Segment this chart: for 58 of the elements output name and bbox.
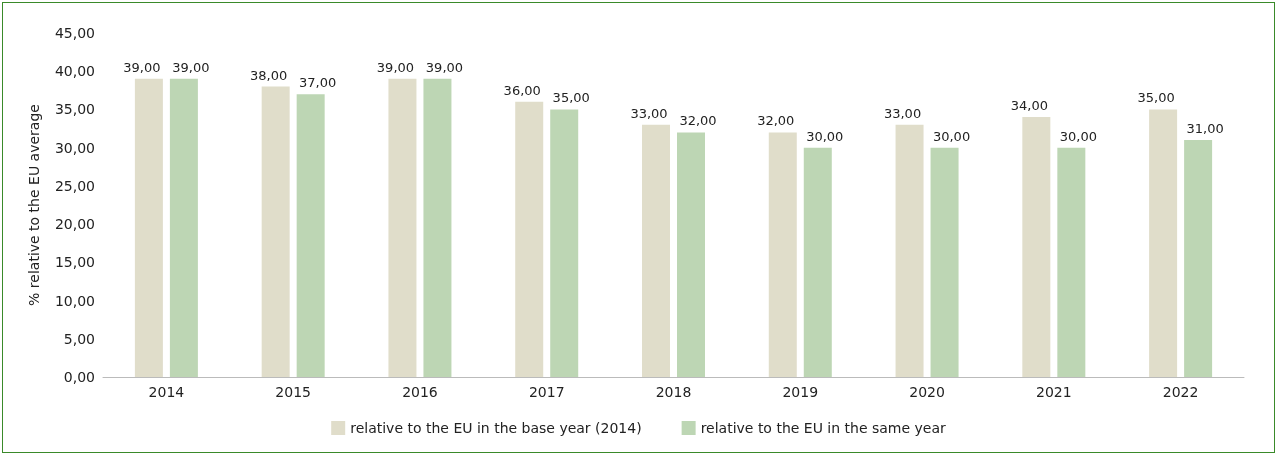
bar — [768, 132, 797, 377]
bar — [550, 109, 579, 377]
data-label: 32,00 — [679, 113, 717, 129]
bar — [423, 78, 452, 377]
data-label: 38,00 — [250, 67, 288, 83]
bar — [261, 86, 290, 377]
x-tick-label: 2019 — [782, 384, 819, 400]
data-label: 30,00 — [932, 128, 971, 144]
bar — [296, 94, 325, 377]
x-tick-label: 2016 — [402, 384, 438, 400]
bar — [515, 101, 544, 377]
bar — [1022, 117, 1051, 377]
data-label: 39,00 — [376, 59, 415, 75]
y-tick-label: 40,00 — [54, 63, 95, 80]
data-label: 37,00 — [299, 75, 337, 91]
bar — [895, 124, 924, 377]
data-label: 33,00 — [883, 105, 922, 121]
y-tick-label: 35,00 — [54, 101, 95, 118]
y-tick-label: 25,00 — [54, 177, 95, 194]
bar — [677, 132, 705, 377]
bar — [642, 124, 670, 377]
data-label: 39,00 — [425, 59, 464, 75]
x-tick-label: 2017 — [528, 384, 565, 400]
bar — [1057, 147, 1086, 377]
data-label: 31,00 — [1186, 121, 1224, 137]
y-tick-label: 5,00 — [63, 330, 95, 347]
bar — [388, 78, 417, 377]
y-tick-label: 15,00 — [54, 254, 95, 271]
bar — [930, 147, 959, 377]
y-tick-label: 45,00 — [54, 25, 95, 41]
data-label: 36,00 — [503, 82, 541, 98]
data-label: 35,00 — [552, 90, 590, 106]
x-tick-label: 2020 — [909, 384, 945, 400]
bar — [803, 147, 832, 377]
y-tick-label: 20,00 — [54, 216, 95, 233]
y-tick-label: 10,00 — [54, 292, 95, 309]
data-label: 34,00 — [1010, 98, 1048, 114]
data-label: 30,00 — [806, 128, 844, 144]
legend-label: relative to the EU in the same year — [700, 420, 947, 436]
data-label: 32,00 — [757, 113, 795, 129]
data-label: 39,00 — [123, 59, 161, 75]
y-tick-label: 30,00 — [54, 139, 95, 156]
x-tick-label: 2015 — [275, 384, 311, 400]
bar — [1184, 140, 1213, 377]
data-label: 35,00 — [1137, 90, 1175, 106]
x-tick-label: 2021 — [1036, 384, 1072, 400]
y-tick-label: 0,00 — [63, 369, 95, 385]
x-tick-label: 2022 — [1162, 384, 1199, 400]
legend-label: relative to the EU in the base year (2014) — [350, 420, 642, 436]
bar — [134, 78, 163, 377]
data-label: 30,00 — [1059, 128, 1097, 144]
data-label: 33,00 — [630, 105, 668, 121]
data-label: 39,00 — [172, 59, 210, 75]
x-tick-label: 2014 — [148, 384, 185, 400]
x-tick-label: 2018 — [655, 384, 692, 400]
bar — [169, 78, 198, 377]
bar — [1149, 109, 1178, 377]
y-axis-title: % relative to the EU average — [26, 104, 42, 306]
